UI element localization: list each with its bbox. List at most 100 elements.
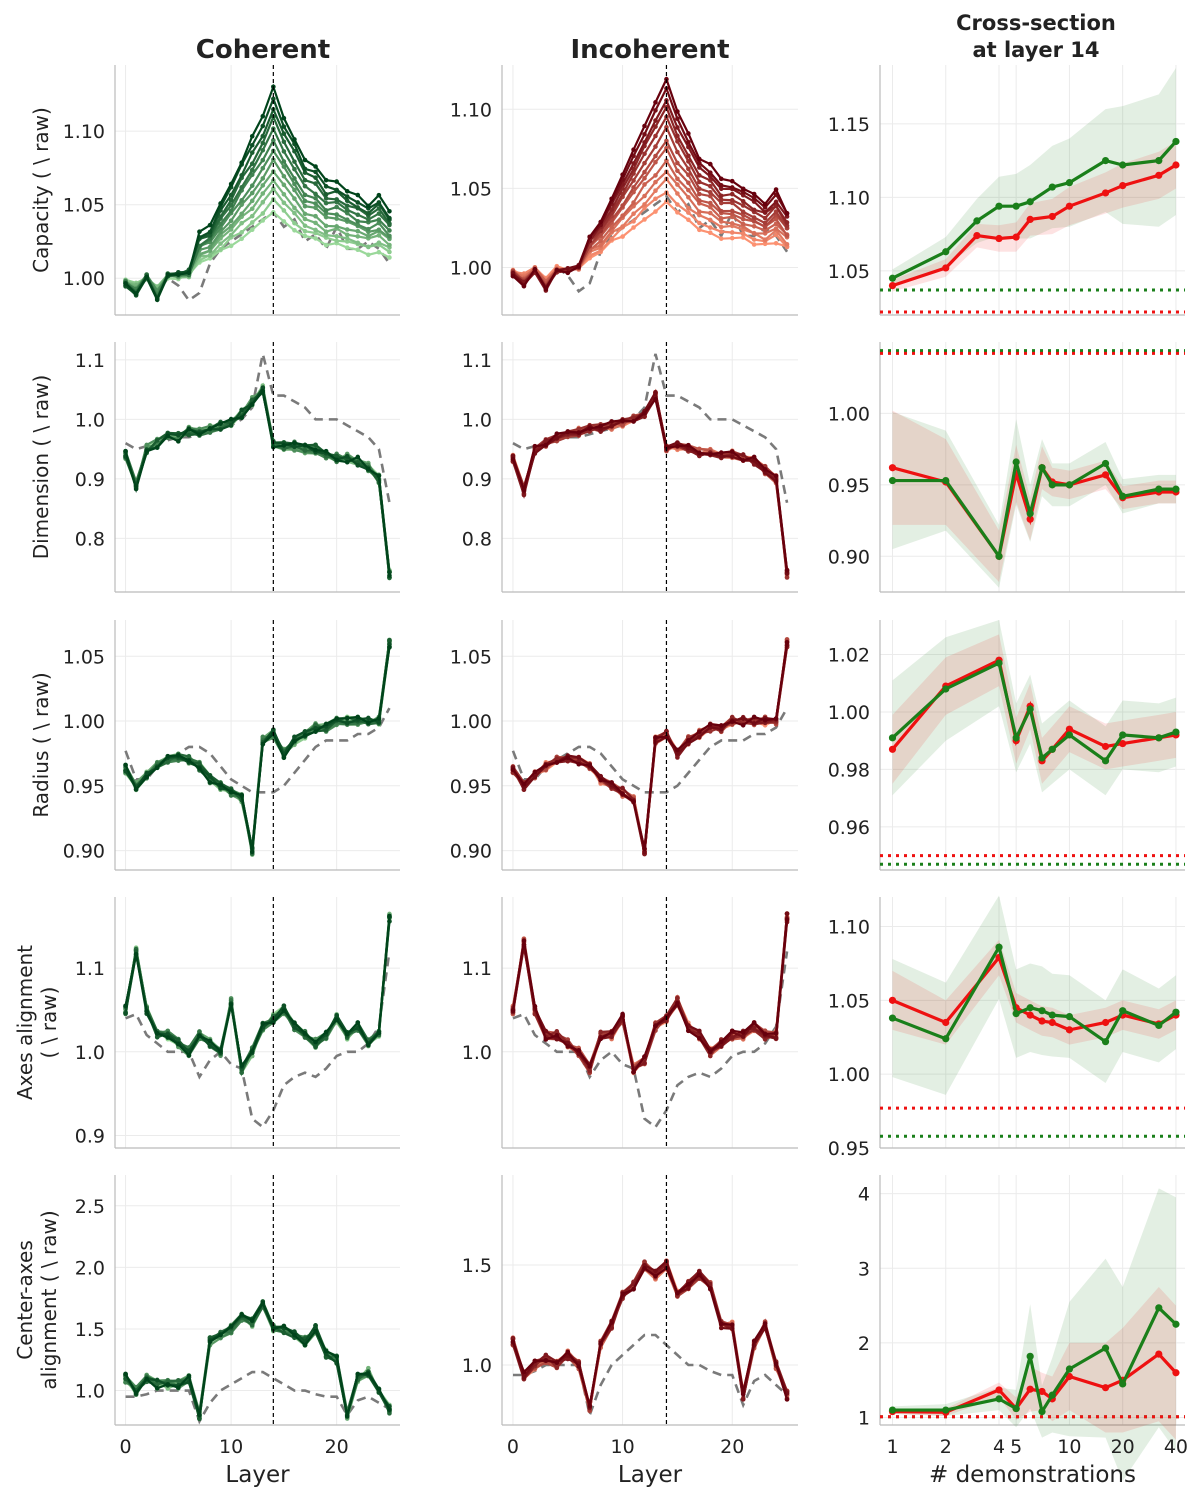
y-tick-label: 1.10 [63,121,105,143]
y-tick-label: 1.10 [450,99,492,121]
layer-curve-point [718,200,724,206]
layer-curve-point [387,249,392,255]
layer-curve-point [366,715,371,721]
layer-curve-point [620,791,625,796]
layer-curve-point [642,217,647,222]
incoherent-series-point [1026,215,1034,224]
layer-curve-point [740,1030,746,1035]
layer-curve-point [207,229,213,235]
y-axis-label: ( \ raw) [37,987,61,1059]
layer-curve-point [387,645,392,650]
layer-curve-point [565,1356,571,1362]
incoherent-series-point [1012,233,1020,241]
layer-curve [124,646,391,849]
incoherent-series-point [1119,181,1127,190]
layer-curve-point [718,1043,724,1048]
coherent-series-point [942,248,950,256]
layer-curve-point [565,1349,571,1355]
layer-curve-point [376,716,382,721]
layer-curve [124,647,391,853]
layer-curve-point [366,1042,371,1048]
layer-curve [124,388,391,572]
layer-curve-point [376,211,382,216]
layer-curve-point [376,473,382,478]
layer-curve-point [302,1342,308,1348]
layer-curve-point [642,175,647,181]
layer-curve-point [207,426,213,431]
layer-curve-point [334,187,339,193]
coherent-series-point [1155,734,1163,742]
coherent-series-point [1172,728,1180,736]
layer-curve-point [281,159,287,164]
layer-curve-point [653,100,658,105]
layer-curve-point [642,414,647,419]
coherent-series-point [1048,1391,1056,1399]
layer-curve-point [587,234,593,240]
layer-curve-point [576,1364,582,1369]
layer-curve-point [228,1329,234,1335]
layer-curve-point [554,1360,560,1366]
layer-curve-point [228,232,234,238]
layer-curve-point [675,182,680,187]
layer-curve-point [197,1033,202,1039]
layer-curve-point [729,230,735,235]
layer-curve-point [302,228,308,234]
layer-curve-point [697,165,702,170]
layer-curve-point [323,208,329,213]
layer-curve-point [697,173,702,178]
layer-curve-point [260,1021,266,1026]
layer-curve-point [366,252,371,258]
layer-curve-point [334,224,339,229]
coherent-series-point [1048,1011,1056,1019]
x-tick-label: 0 [120,1436,132,1458]
layer-curve-point [376,233,382,238]
layer-curve [512,191,788,281]
layer-curve-point [323,177,329,183]
layer-curve [512,641,789,850]
layer-curve-point [281,182,287,188]
column-title-cross-section-sub: at layer 14 [972,38,1099,62]
y-tick-label: 0.90 [450,841,492,863]
layer-curve-point [784,1397,790,1402]
incoherent-series-point [888,996,897,1004]
layer-curve-point [729,211,735,217]
layer-curve-point [292,1020,297,1026]
coherent-series-point [1101,1038,1110,1046]
layer-curve-point [249,183,255,188]
layer-curve-point [366,1365,371,1371]
y-tick-label: 1.1 [75,350,105,372]
layer-curve-point [239,792,244,798]
y-tick-label: 1.05 [828,261,870,283]
layer-curve-point [653,133,658,139]
layer-curve-point [218,421,223,426]
layer-curve-point [281,191,287,197]
layer-curve-point [260,183,266,188]
layer-curve-point [762,1031,768,1037]
layer-curve-point [323,728,329,733]
layer-curve-point [642,132,647,137]
layer-curve-point [387,242,392,248]
layer-curve-point [366,210,371,216]
coherent-series-point [1065,1012,1074,1021]
layer-curve-point [521,781,527,787]
layer-curve-point [207,253,213,258]
layer-curve-point [249,190,255,196]
coherent-series-line [892,1305,1178,1416]
layer-curve-point [334,179,339,184]
coherent-series-point [1038,464,1046,472]
layer-curve-point [239,202,244,207]
layer-curve-point [686,1028,691,1034]
layer-curve-point [355,1371,361,1377]
layer-curve-point [239,1070,244,1076]
coherent-series-point [1155,1304,1163,1312]
layer-curve-point [281,149,287,154]
layer-curve-point [631,799,636,804]
layer-curve-point [740,1396,746,1402]
layer-curve-point [697,1035,702,1041]
layer-curve-point [598,1340,603,1346]
layer-curve-point [260,388,266,394]
y-tick-label: 1.10 [828,187,870,209]
layer-curve-point [176,753,181,758]
layer-curve-point [510,1008,516,1014]
coherent-series-point [888,274,897,282]
